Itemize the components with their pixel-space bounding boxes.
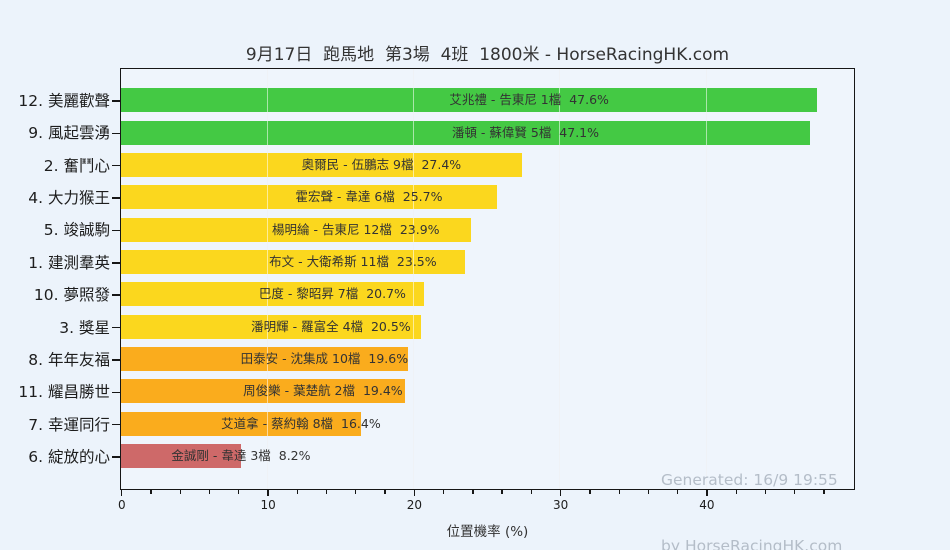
y-axis-label: 8. 年年友福 — [28, 350, 110, 369]
bar-label: 田泰安 - 沈集成 10檔 19.6% — [240, 351, 409, 367]
bar-label: 潘明輝 - 羅富全 4檔 20.5% — [251, 318, 411, 334]
bar-label: 潘頓 - 蘇偉賢 5檔 47.1% — [451, 124, 600, 140]
x-tick-minor — [238, 490, 240, 494]
gridline-overlay — [559, 69, 561, 489]
bar — [121, 120, 810, 145]
x-tick-minor — [618, 490, 620, 494]
y-tick — [112, 326, 120, 329]
bar — [121, 314, 421, 339]
y-tick — [112, 423, 120, 426]
x-tick-major — [413, 490, 415, 496]
y-axis-label: 9. 風起雲湧 — [28, 124, 110, 143]
x-tick-minor — [325, 490, 328, 494]
gridline-overlay — [413, 69, 415, 489]
y-axis-label: 5. 竣誠駒 — [43, 221, 110, 240]
x-tick-minor — [208, 490, 211, 494]
x-tick-minor — [472, 490, 474, 494]
watermark: Generated: 16/9 19:55 by HorseRacingHK.c… — [661, 425, 842, 550]
x-tick-minor — [647, 490, 650, 494]
y-tick — [112, 100, 120, 102]
x-tick-minor — [530, 490, 533, 494]
y-axis-label: 11. 耀昌勝世 — [18, 383, 110, 402]
y-tick — [112, 391, 120, 393]
x-tick-minor — [150, 490, 152, 494]
y-axis-label: 2. 奮鬥心 — [43, 156, 110, 175]
watermark-line1: Generated: 16/9 19:55 — [661, 471, 838, 489]
y-tick — [112, 197, 120, 199]
bar-label: 艾道拿 - 蔡約翰 8檔 16.4% — [221, 415, 381, 431]
y-tick — [112, 132, 120, 135]
y-tick — [112, 165, 120, 167]
x-tick-major — [706, 490, 708, 496]
x-tick-label: 30 — [552, 498, 569, 512]
x-tick-minor — [764, 490, 767, 494]
chart-title: 9月17日 跑馬地 第3場 4班 1800米 - HorseRacingHK.c… — [245, 45, 730, 65]
y-axis-label: 7. 幸運同行 — [28, 415, 110, 434]
x-tick-major — [267, 490, 269, 496]
y-axis-label: 6. 綻放的心 — [28, 448, 110, 467]
x-axis-label: 位置機率 (%) — [446, 524, 529, 540]
x-tick-major — [121, 490, 123, 496]
bar — [121, 250, 465, 275]
y-tick — [112, 294, 120, 296]
x-tick-label: 0 — [117, 498, 126, 512]
x-tick-minor — [823, 490, 825, 494]
plot-area: Generated: 16/9 19:55 by HorseRacingHK.c… — [120, 68, 855, 550]
y-tick — [112, 456, 120, 458]
bar — [121, 185, 497, 210]
bar-label: 奧爾民 - 伍鵬志 9檔 27.4% — [301, 156, 462, 172]
x-tick-minor — [735, 490, 737, 494]
y-tick — [112, 359, 120, 361]
y-tick — [112, 229, 120, 232]
bar-label: 艾兆禮 - 告東尼 1檔 47.6% — [449, 92, 609, 108]
bar — [121, 282, 424, 307]
gridline-overlay — [705, 69, 707, 489]
x-tick-minor — [677, 490, 679, 494]
x-tick-minor — [355, 490, 357, 494]
x-tick-label: 20 — [406, 498, 422, 512]
bar-label: 巴度 - 黎昭昇 7檔 20.7% — [258, 286, 406, 302]
x-tick-minor — [589, 490, 591, 494]
bar-label: 霍宏聲 - 韋達 6檔 25.7% — [295, 189, 443, 205]
x-tick-major — [559, 490, 562, 496]
x-tick-minor — [794, 490, 796, 494]
bar — [121, 379, 405, 404]
x-tick-minor — [384, 490, 386, 494]
y-axis-label: 1. 建測羣英 — [28, 253, 110, 272]
bar — [121, 88, 818, 113]
x-tick-label: 10 — [260, 498, 276, 512]
bar-label: 楊明綸 - 告東尼 12檔 23.9% — [272, 221, 440, 237]
watermark-line2: by HorseRacingHK.com — [661, 537, 843, 550]
x-tick-minor — [296, 490, 298, 494]
bar — [121, 217, 471, 242]
bar — [121, 152, 522, 177]
bar-label: 金誠剛 - 韋達 3檔 8.2% — [171, 448, 311, 464]
x-tick-minor — [179, 490, 181, 494]
y-axis-label: 3. 獎星 — [59, 318, 110, 337]
y-tick — [112, 262, 120, 264]
bar-label: 布文 - 大衛希斯 11檔 23.5% — [269, 254, 437, 270]
x-tick-minor — [501, 490, 503, 494]
bar — [121, 411, 361, 436]
gridline-overlay — [266, 69, 268, 489]
x-tick-label: 40 — [699, 498, 715, 512]
bar — [121, 444, 241, 469]
bar-label: 周俊樂 - 葉楚航 2檔 19.4% — [243, 383, 403, 399]
y-axis-label: 10. 夢照發 — [33, 286, 110, 305]
x-tick-minor — [442, 490, 445, 494]
y-axis-label: 12. 美麗歡聲 — [18, 91, 110, 110]
bar — [121, 347, 408, 372]
y-axis-label: 4. 大力猴王 — [28, 189, 110, 208]
